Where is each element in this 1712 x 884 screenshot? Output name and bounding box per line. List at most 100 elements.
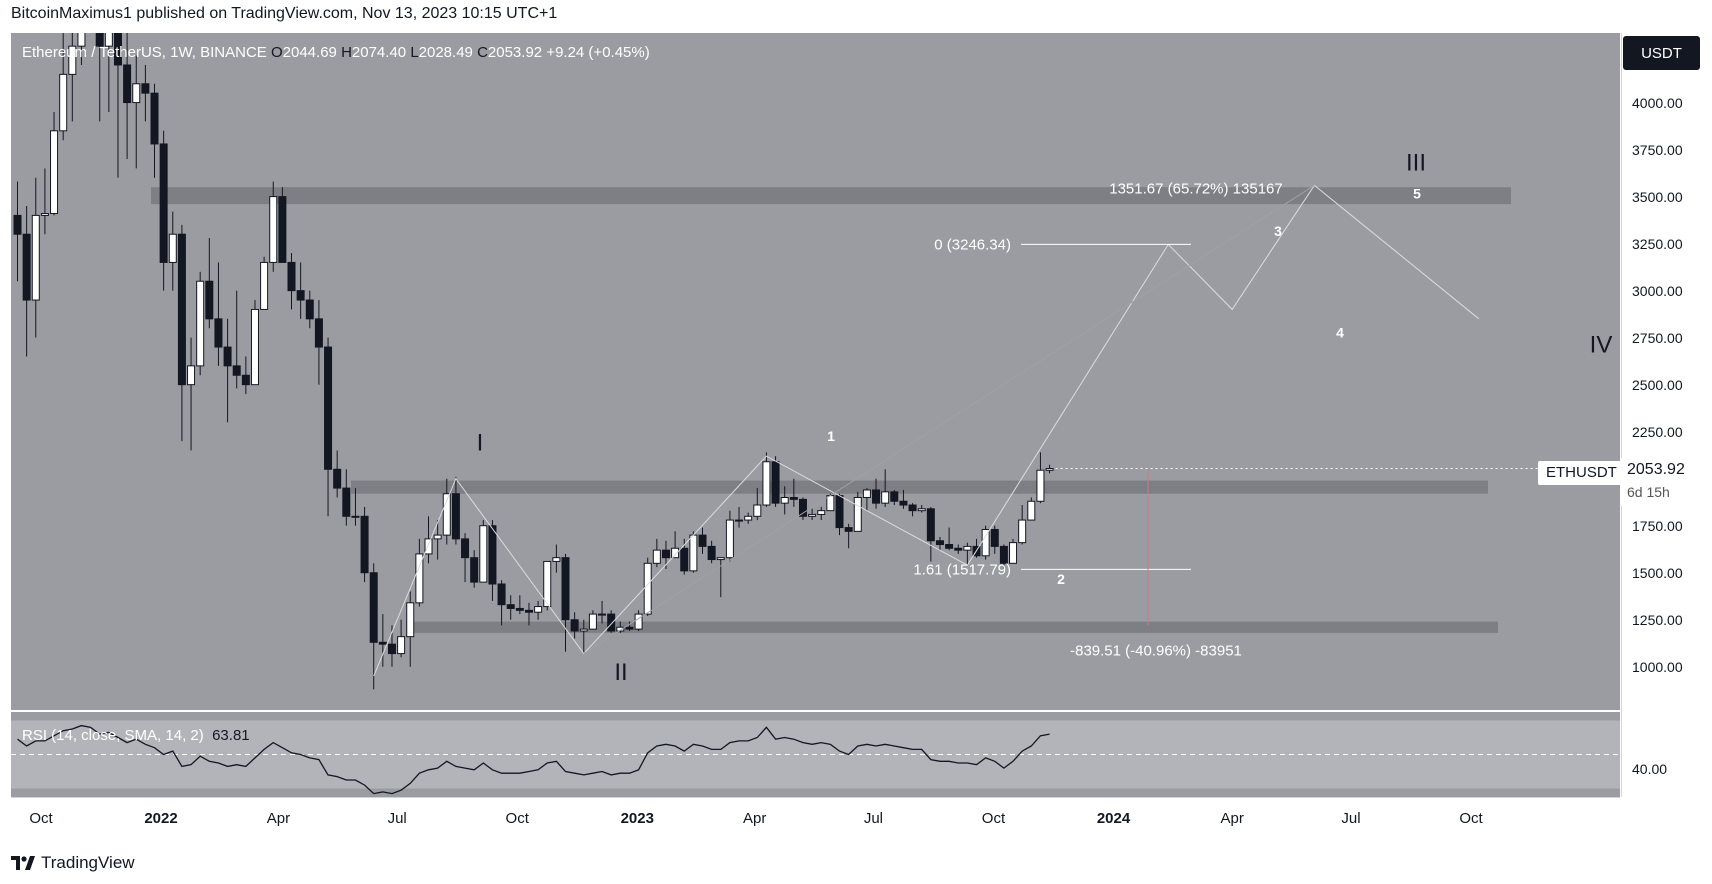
candle-body — [634, 613, 643, 630]
price-axis[interactable]: 4000.00 3750.00 3500.00 3250.00 3000.00 2750.… — [1621, 33, 1712, 797]
candle-body — [470, 557, 479, 583]
rsi-chart-svg — [11, 720, 1620, 795]
last-price-label: 2053.92 6d 15h — [1621, 458, 1712, 506]
rsi-pane[interactable] — [11, 712, 1620, 797]
time-tick-label: 2022 — [144, 810, 178, 827]
candle-body — [269, 196, 278, 263]
candle-body — [369, 572, 378, 643]
candle-body — [707, 545, 716, 561]
low-label: L — [410, 44, 419, 61]
candle-body — [196, 280, 205, 367]
change-value: +9.24 (+0.45%) — [546, 44, 650, 61]
candle-body — [324, 346, 333, 470]
fib-top-label: 0 (3246.34) — [934, 236, 1011, 253]
candle-body — [104, 33, 113, 47]
candle-body — [378, 641, 387, 645]
candle-body — [524, 609, 533, 613]
candle-body — [607, 613, 616, 632]
symbol-legend[interactable]: Ethereum / TetherUS, 1W, BINANCE O2044.6… — [22, 44, 650, 61]
candle-body — [13, 214, 22, 235]
candle-body — [351, 515, 360, 518]
candle-body — [40, 213, 49, 216]
price-tick-label: 1250.00 — [1632, 611, 1683, 628]
candle-body — [296, 290, 305, 301]
candle-body — [899, 500, 908, 506]
pane-separator[interactable] — [11, 710, 1620, 712]
candle-body — [177, 233, 186, 386]
candle-body — [652, 549, 661, 564]
price-tick-label: 1500.00 — [1632, 564, 1683, 581]
currency-button[interactable]: USDT — [1623, 36, 1700, 70]
time-axis[interactable]: Oct 2022 Apr Jul Oct 2023 Apr Jul Oct 2024 Apr Jul O… — [11, 797, 1620, 838]
candle-body — [515, 607, 524, 611]
candle-body — [570, 619, 579, 632]
candle-body — [506, 604, 515, 609]
wave-label-minor: 1 — [827, 428, 835, 444]
candle-body — [561, 557, 570, 621]
candle-body — [543, 560, 552, 608]
price-tick-label: 3250.00 — [1632, 235, 1683, 252]
open-value: 2044.69 — [282, 44, 337, 61]
open-label: O — [270, 44, 283, 61]
candle-body — [387, 643, 396, 655]
candle-body — [735, 519, 744, 522]
time-tick-label: Oct — [981, 810, 1006, 827]
candle-body — [342, 487, 351, 517]
wave-path-major — [583, 184, 1315, 655]
candle-body — [1045, 468, 1054, 471]
candle-body — [789, 496, 798, 500]
ticker-label: ETHUSDT — [1538, 461, 1625, 485]
candle-body — [698, 534, 707, 547]
candle-body — [588, 613, 597, 630]
candle-body — [1036, 469, 1045, 502]
candle-body — [661, 549, 670, 559]
candle-body — [260, 261, 269, 310]
candle-body — [150, 92, 159, 145]
candle-body — [808, 513, 817, 517]
candle-body — [488, 525, 497, 585]
publication-header: BitcoinMaximus1 published on TradingView… — [11, 5, 558, 22]
candle-body — [999, 545, 1008, 564]
candle-body — [954, 547, 963, 551]
candle-body — [187, 365, 196, 386]
candle-body — [50, 130, 59, 215]
price-tick-label: 2750.00 — [1632, 329, 1683, 346]
rsi-legend[interactable]: RSI (14, close, SMA, 14, 2) 63.81 — [22, 727, 250, 744]
price-chart-pane[interactable]: 0 (3246.34) 1.61 (1517.79) 1351.67 (65.72%… — [11, 33, 1620, 710]
price-tick-label: 3750.00 — [1632, 141, 1683, 158]
price-tick-label: 4000.00 — [1632, 94, 1683, 111]
candle-body — [31, 214, 40, 301]
price-chart-svg: 0 (3246.34) 1.61 (1517.79) 1351.67 (65.72%… — [13, 33, 1620, 690]
time-tick-label: Oct — [1459, 810, 1483, 827]
candle-body — [753, 504, 762, 517]
candle-body — [305, 299, 314, 320]
candle-body — [77, 33, 86, 47]
time-tick-label: Oct — [29, 810, 53, 827]
wave-label-major: II — [614, 659, 627, 686]
time-tick-label: Jul — [1341, 810, 1361, 827]
candle-body — [59, 73, 68, 132]
price-tick-label: 1000.00 — [1632, 658, 1683, 675]
candle-body — [314, 318, 323, 348]
candle-body — [1027, 500, 1036, 521]
time-tick-label: Jul — [863, 810, 884, 827]
candle-body — [908, 504, 917, 512]
candle-body — [68, 45, 77, 75]
close-value: 2053.92 — [487, 44, 543, 61]
footer-brand[interactable]: TradingView — [11, 853, 135, 873]
candle-body — [826, 495, 835, 512]
tradingview-logo-icon — [11, 856, 35, 870]
wave-label-major: III — [1406, 149, 1426, 176]
time-tick-label: Apr — [266, 810, 291, 827]
candle-body — [945, 544, 954, 549]
candle-body — [625, 626, 634, 630]
candle-body — [223, 346, 232, 367]
high-value: 2074.40 — [351, 44, 407, 61]
sr-zone — [406, 621, 1498, 633]
candle-body — [862, 489, 871, 498]
time-tick-label: Apr — [743, 810, 767, 827]
candle-body — [205, 280, 214, 320]
candle-body — [579, 628, 588, 632]
footer-brand-text: TradingView — [41, 853, 135, 872]
symbol-name: Ethereum / TetherUS, 1W, BINANCE — [22, 44, 267, 61]
